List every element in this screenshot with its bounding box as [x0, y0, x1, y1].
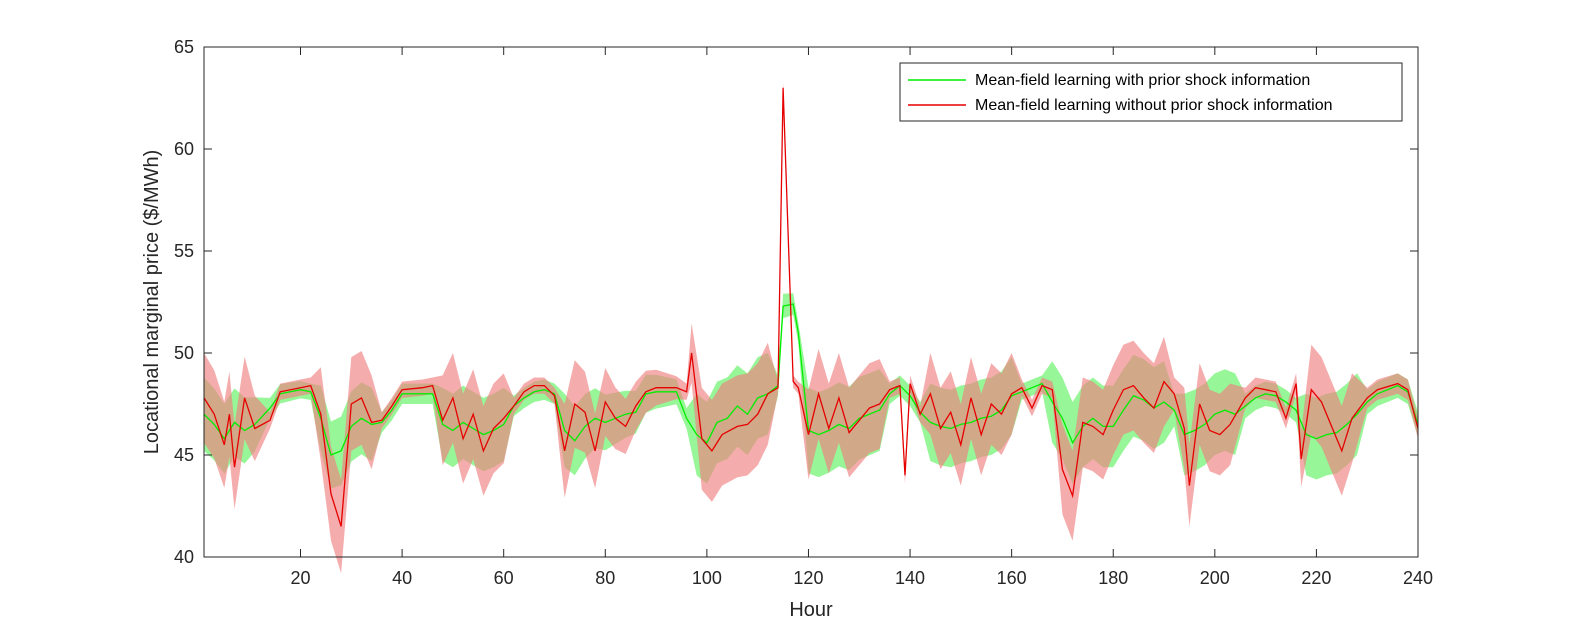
- y-axis: 40 45 50 55 60 65: [174, 37, 1418, 567]
- legend: Mean-field learning with prior shock inf…: [899, 62, 1403, 122]
- x-tick-label: 120: [793, 568, 823, 588]
- y-tick-label: 60: [174, 139, 194, 159]
- y-axis-title: Locational marginal price ($/MWh): [141, 150, 163, 455]
- series-lines: [203, 87, 1419, 527]
- x-axis: 20 40 60 80 100 120 140 160 180 200 220 240: [290, 47, 1433, 588]
- x-tick-label: 200: [1200, 568, 1230, 588]
- legend-box: [899, 62, 1403, 122]
- x-tick-label: 80: [595, 568, 615, 588]
- y-tick-label: 50: [174, 343, 194, 363]
- x-axis-title: Hour: [789, 599, 833, 621]
- confidence-band-without-prior: [204, 81, 1418, 574]
- x-tick-label: 140: [895, 568, 925, 588]
- x-tick-label: 40: [392, 568, 412, 588]
- x-tick-label: 160: [997, 568, 1027, 588]
- y-tick-label: 65: [174, 37, 194, 57]
- y-tick-label: 45: [174, 445, 194, 465]
- series-line-with-prior: [203, 303, 1419, 456]
- y-tick-label: 40: [174, 547, 194, 567]
- x-tick-label: 20: [290, 568, 310, 588]
- x-tick-label: 60: [494, 568, 514, 588]
- confidence-bands: [204, 81, 1418, 574]
- legend-label-without-prior: Mean-field learning without prior shock …: [975, 97, 1333, 114]
- series-line-without-prior: [203, 87, 1419, 527]
- x-tick-label: 100: [692, 568, 722, 588]
- x-tick-label: 220: [1301, 568, 1331, 588]
- legend-label-with-prior: Mean-field learning with prior shock inf…: [975, 72, 1310, 89]
- y-tick-label: 55: [174, 241, 194, 261]
- plot-area-frame: [203, 46, 1419, 558]
- x-tick-label: 240: [1403, 568, 1433, 588]
- x-tick-label: 180: [1098, 568, 1128, 588]
